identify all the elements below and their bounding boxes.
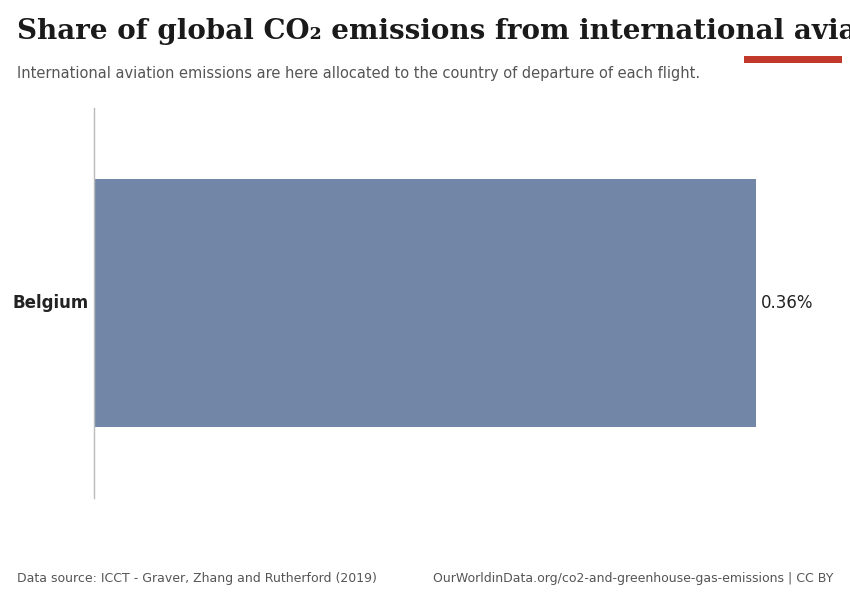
Bar [744,56,842,63]
Text: Data source: ICCT - Graver, Zhang and Rutherford (2019): Data source: ICCT - Graver, Zhang and Ru… [17,572,377,585]
Text: International aviation emissions are here allocated to the country of departure : International aviation emissions are her… [17,66,700,81]
Bar [94,179,756,427]
Text: Our World
in Data: Our World in Data [761,18,824,41]
Text: OurWorldinData.org/co2-and-greenhouse-gas-emissions | CC BY: OurWorldinData.org/co2-and-greenhouse-ga… [433,572,833,585]
Text: 0.36%: 0.36% [761,294,813,312]
Text: Belgium: Belgium [13,294,89,312]
Text: Share of global CO₂ emissions from international aviation, 2018: Share of global CO₂ emissions from inter… [17,18,850,45]
